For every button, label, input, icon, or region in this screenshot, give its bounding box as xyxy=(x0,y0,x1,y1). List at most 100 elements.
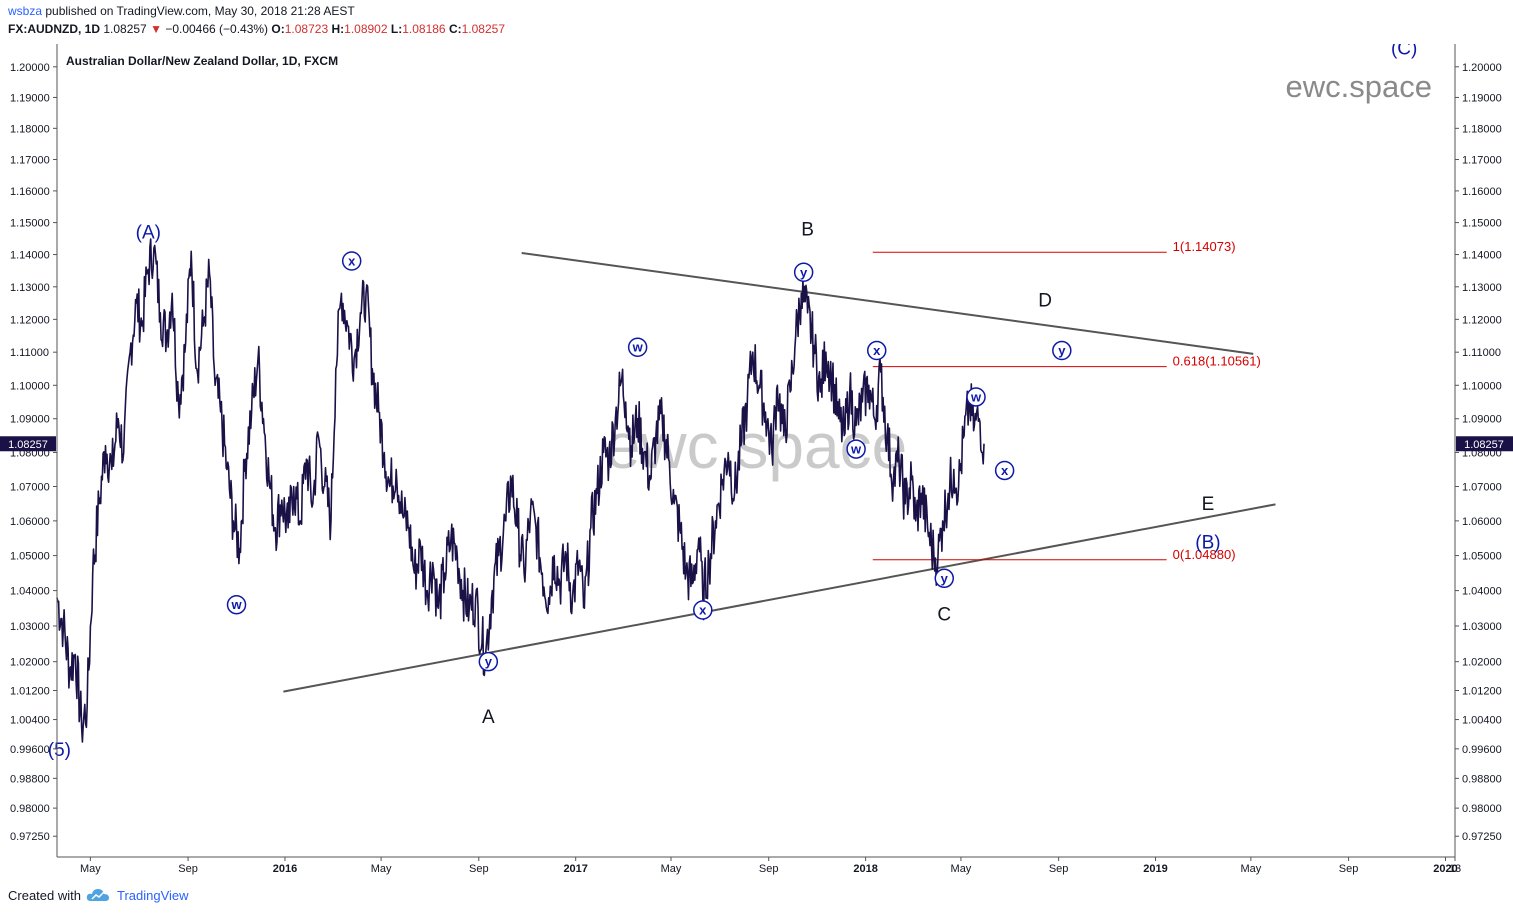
sub-wave-circle xyxy=(966,387,986,407)
close-value: 1.08257 xyxy=(461,22,506,36)
symbol[interactable]: FX:AUDNZD, 1D xyxy=(8,22,100,36)
lower-trendline xyxy=(283,503,1276,693)
y-tick-label: 1.09000 xyxy=(1462,414,1502,426)
fib-label: 1(1.14073) xyxy=(1173,239,1236,254)
x-tick-label: May xyxy=(371,863,392,875)
y-tick-label: 1.04000 xyxy=(1462,586,1502,598)
sub-wave-circle xyxy=(1052,340,1072,361)
sub-wave: w xyxy=(966,387,986,407)
created-with-text: Created with xyxy=(8,888,81,903)
y-tick-label: 1.18000 xyxy=(1462,123,1502,135)
sub-wave-circle xyxy=(934,568,955,589)
symbol-line: FX:AUDNZD, 1D 1.08257 ▼ −0.00466 (−0.43%… xyxy=(8,22,505,36)
y-tick-label: 1.00400 xyxy=(10,715,50,727)
sub-wave: w xyxy=(846,439,866,459)
wave-label: (5) xyxy=(48,740,71,761)
low-value: 1.08186 xyxy=(402,22,446,36)
y-tick-label: 1.09000 xyxy=(10,414,50,426)
wave-label: E xyxy=(1202,494,1215,515)
y-tick-label: 1.17000 xyxy=(10,154,50,166)
sub-wave-circle xyxy=(866,340,887,361)
header: wsbza published on TradingView.com, May … xyxy=(0,0,1513,44)
sub-wave-label: y xyxy=(941,571,949,586)
sub-wave: y xyxy=(1052,340,1072,361)
fib-label: 0.618(1.10561) xyxy=(1173,354,1261,369)
price-series xyxy=(56,238,985,743)
y-tick-label: 1.12000 xyxy=(10,314,50,326)
trendlines xyxy=(283,251,1276,693)
y-tick-label: 1.16000 xyxy=(1462,186,1502,198)
sub-wave-circle xyxy=(846,439,866,459)
sub-wave: x xyxy=(693,600,713,620)
y-tick-label: 1.18000 xyxy=(10,123,50,135)
y-tick-label: 1.19000 xyxy=(10,92,50,104)
x-tick-label: 2020 xyxy=(1433,863,1457,875)
y-tick-label: 1.14000 xyxy=(10,250,50,262)
x-tick-label: Sep xyxy=(178,863,198,875)
low-label: L: xyxy=(390,22,403,36)
upper-trendline xyxy=(521,251,1254,355)
sub-wave: y xyxy=(478,651,499,672)
x-tick-label: 2019 xyxy=(1143,863,1167,875)
y-tick-label: 1.13000 xyxy=(10,282,50,294)
y-tick-label: 1.15000 xyxy=(10,218,50,230)
chart-title: Australian Dollar/New Zealand Dollar, 1D… xyxy=(66,54,338,68)
sub-wave-circle xyxy=(994,460,1015,481)
fib-label: 0(1.04880) xyxy=(1173,547,1236,562)
author-link[interactable]: wsbza xyxy=(8,4,43,18)
y-tick-label: 1.03000 xyxy=(10,621,50,633)
footer: Created with TradingView xyxy=(0,880,1513,913)
wave-label: D xyxy=(1038,290,1052,311)
x-tick-label: May xyxy=(1240,863,1261,875)
x-tick-label: May xyxy=(951,863,972,875)
sub-wave-circle xyxy=(693,600,713,620)
sub-wave: x xyxy=(866,340,887,361)
svg-text:1.08257: 1.08257 xyxy=(1464,439,1504,451)
y-tick-label: 1.14000 xyxy=(1462,250,1502,262)
down-arrow-icon: ▼ xyxy=(150,22,162,36)
y-tick-label: 1.00400 xyxy=(1462,715,1502,727)
y-tick-label: 1.13000 xyxy=(1462,282,1502,294)
sub-wave-label: y xyxy=(1058,343,1066,358)
y-tick-label: 1.07000 xyxy=(1462,482,1502,494)
y-tick-label: 0.98000 xyxy=(10,803,50,815)
y-tick-label: 1.01200 xyxy=(10,686,50,698)
last-price: 1.08257 xyxy=(103,22,147,36)
y-tick-label: 1.11000 xyxy=(1462,347,1501,359)
y-tick-label: 0.98000 xyxy=(1462,803,1502,815)
y-tick-label: 1.10000 xyxy=(1462,380,1502,392)
tradingview-cloud-icon[interactable] xyxy=(86,888,110,902)
svg-text:1.08257: 1.08257 xyxy=(8,439,48,451)
x-tick-label: 2018 xyxy=(853,863,877,875)
sub-wave: y xyxy=(934,568,955,589)
tradingview-link[interactable]: TradingView xyxy=(117,888,189,903)
y-tick-label: 1.07000 xyxy=(10,482,50,494)
y-tick-label: 0.97250 xyxy=(1462,831,1502,843)
close-label: C: xyxy=(448,22,462,36)
wave-label: C xyxy=(937,605,951,626)
open-label: O: xyxy=(271,22,285,36)
sub-wave: w xyxy=(226,594,247,615)
y-tick-label: 1.02000 xyxy=(10,657,50,669)
y-tick-label: 1.11000 xyxy=(10,347,49,359)
sub-wave-circle xyxy=(226,594,247,615)
x-tick-label: Sep xyxy=(759,863,779,875)
y-tick-label: 0.98800 xyxy=(1462,773,1502,785)
sub-wave-circle xyxy=(341,251,362,271)
sub-wave-label: x xyxy=(699,603,707,618)
sub-wave-label: w xyxy=(230,597,242,612)
y-tick-label: 1.12000 xyxy=(1462,314,1502,326)
y-tick-label: 1.02000 xyxy=(1462,657,1502,669)
x-tick-label: 2016 xyxy=(273,863,297,875)
sub-wave-label: w xyxy=(850,442,862,457)
x-tick-label: Sep xyxy=(1339,863,1359,875)
sub-wave-circle xyxy=(793,262,814,283)
sub-wave-labels: x w y w x y w x y w x y xyxy=(226,251,1072,672)
last-price-tag-right: 1.08257 xyxy=(1456,436,1513,452)
wave-label: (A) xyxy=(136,223,161,244)
sub-wave: x xyxy=(994,460,1015,481)
sub-wave: x xyxy=(341,251,362,271)
y-tick-label: 1.06000 xyxy=(10,516,50,528)
